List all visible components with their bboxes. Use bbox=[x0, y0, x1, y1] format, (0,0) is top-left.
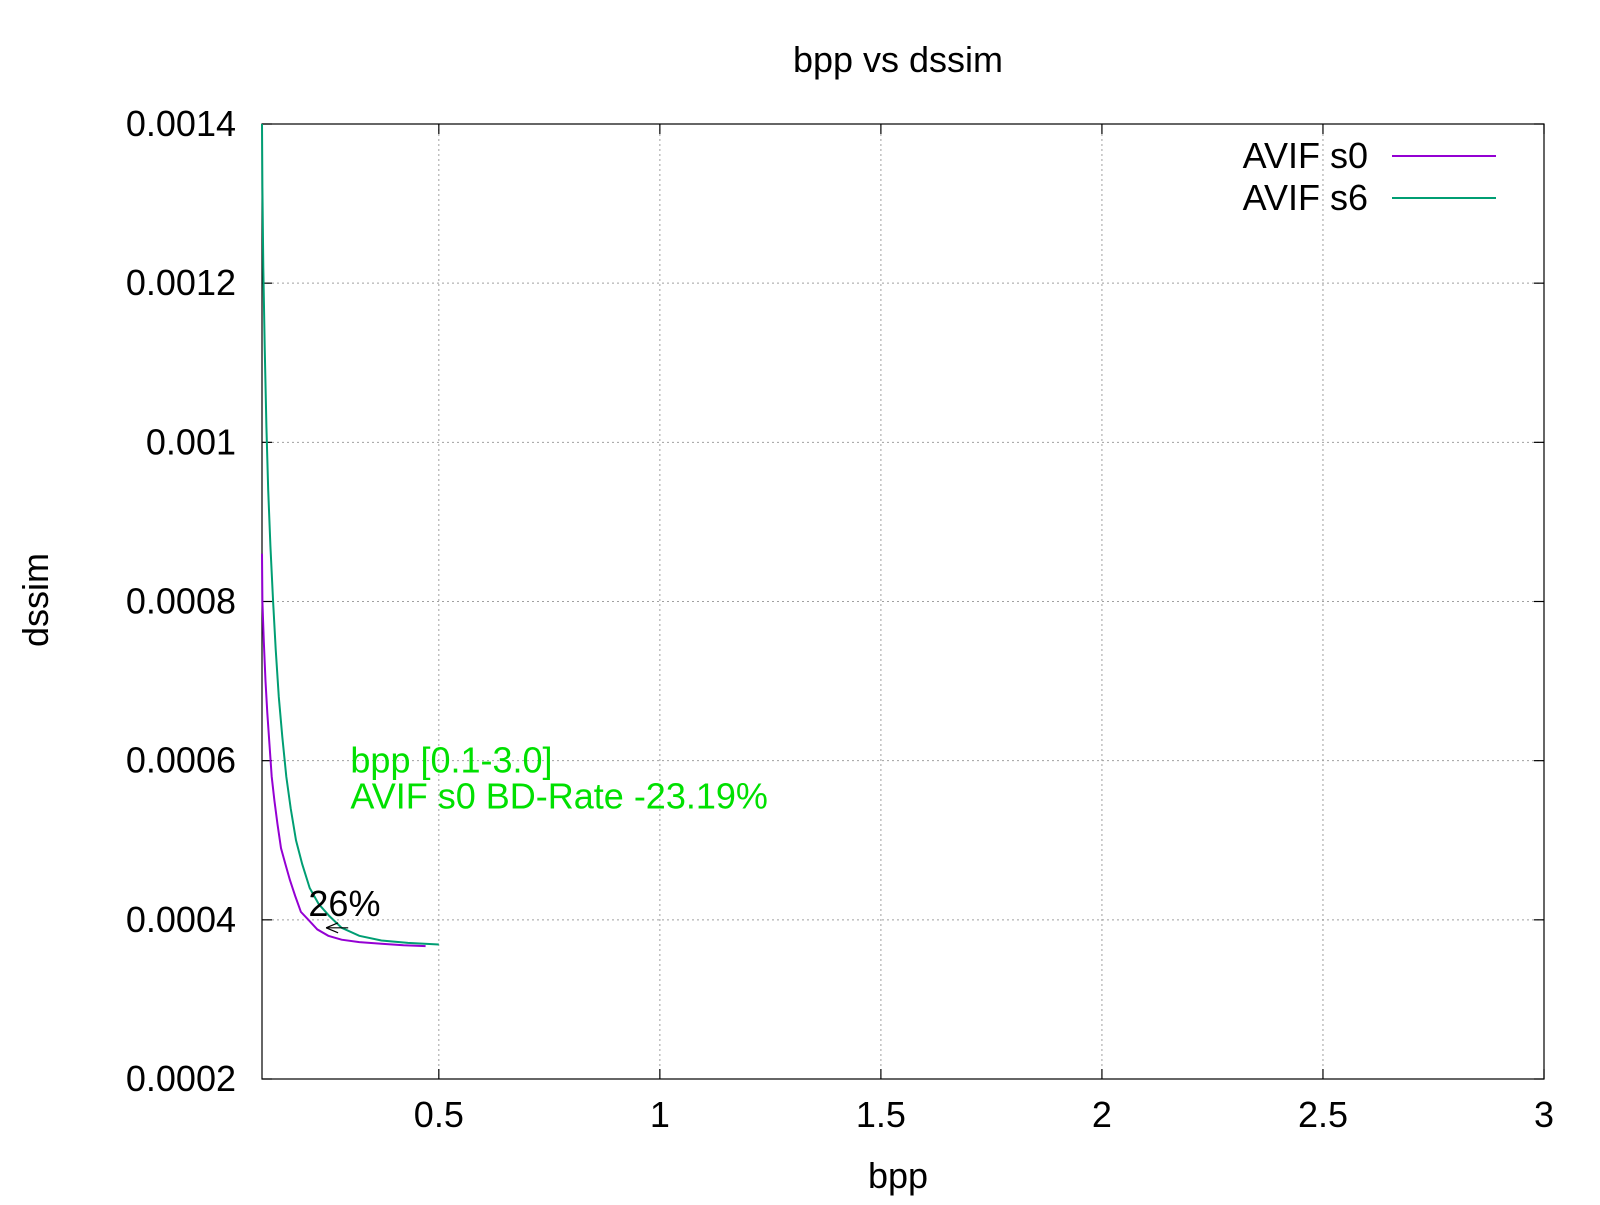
x-tick-label: 0.5 bbox=[414, 1094, 464, 1135]
chart-title: bpp vs dssim bbox=[793, 39, 1003, 80]
annotation-bd-rate: AVIF s0 BD-Rate -23.19% bbox=[350, 775, 768, 816]
x-tick-label: 3 bbox=[1534, 1094, 1554, 1135]
y-tick-label: 0.001 bbox=[146, 421, 236, 462]
legend-label-s6: AVIF s6 bbox=[1243, 177, 1368, 218]
x-tick-label: 2 bbox=[1092, 1094, 1112, 1135]
y-tick-label: 0.0002 bbox=[126, 1058, 236, 1099]
annotation-bd-range: bpp [0.1-3.0] bbox=[350, 740, 552, 781]
annotation-pct: 26% bbox=[308, 883, 380, 924]
series-line-s0 bbox=[261, 553, 426, 948]
y-tick-label: 0.0008 bbox=[126, 581, 236, 622]
x-axis-label: bpp bbox=[868, 1155, 928, 1196]
y-axis-label: dssim bbox=[15, 553, 56, 647]
x-tick-label: 1.5 bbox=[856, 1094, 906, 1135]
series-line-s6 bbox=[261, 123, 439, 946]
axes: 0.5 1 1.5 2 2.5 3 0.0002 0.0004 0.0006 0.0008 0.00… bbox=[126, 103, 1554, 1135]
y-tick-label: 0.0006 bbox=[126, 740, 236, 781]
x-tick-label: 1 bbox=[650, 1094, 670, 1135]
y-tick-label: 0.0004 bbox=[126, 899, 236, 940]
series-lines bbox=[261, 123, 439, 948]
x-tick-label: 2.5 bbox=[1298, 1094, 1348, 1135]
grid-lines bbox=[262, 124, 1544, 1079]
annotation-arrow-head bbox=[325, 922, 339, 934]
y-tick-label: 0.0012 bbox=[126, 262, 236, 303]
y-tick-label: 0.0014 bbox=[126, 103, 236, 144]
legend-label-s0: AVIF s0 bbox=[1243, 135, 1368, 176]
annotations: bpp [0.1-3.0]AVIF s0 BD-Rate -23.19% 26% bbox=[308, 740, 768, 934]
